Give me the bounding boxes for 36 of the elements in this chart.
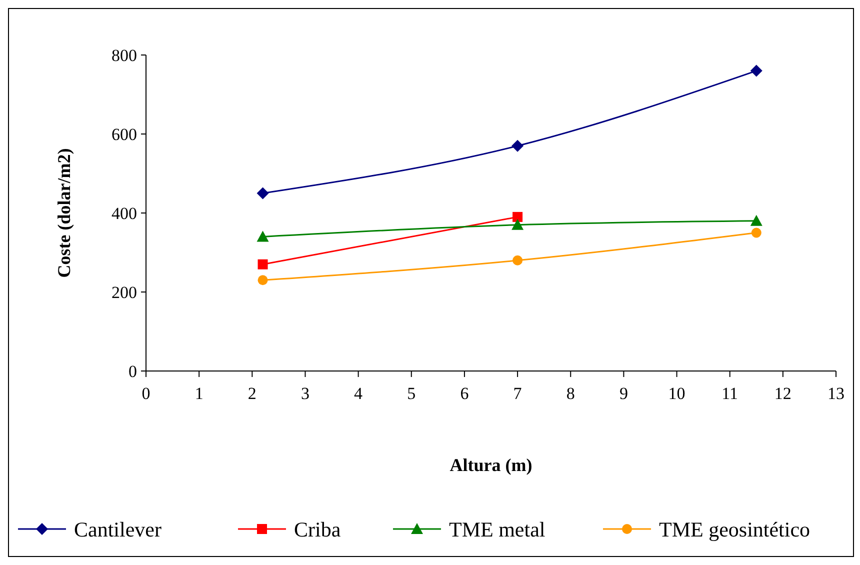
x-axis-title: Altura (m) — [450, 455, 532, 475]
legend-label: Criba — [294, 517, 342, 542]
x-tick-label: 6 — [460, 384, 469, 403]
x-tick-label: 7 — [513, 384, 522, 403]
legend-label: TME metal — [449, 517, 546, 542]
y-tick-label: 0 — [128, 362, 137, 381]
x-tick-label: 8 — [566, 384, 575, 403]
point — [256, 187, 269, 200]
point — [750, 64, 762, 77]
x-tick-label: 2 — [248, 384, 256, 403]
point — [512, 255, 523, 266]
x-tick-label: 12 — [774, 384, 792, 403]
legend-label: Cantilever — [74, 517, 162, 542]
y-tick-label: 200 — [112, 282, 137, 302]
x-tick-label: 10 — [668, 384, 686, 403]
point — [512, 218, 524, 230]
x-tick-label: 9 — [619, 384, 628, 403]
x-tick-label: 0 — [142, 384, 150, 403]
point — [258, 259, 268, 270]
point — [256, 230, 269, 242]
y-tick-label: 800 — [112, 46, 137, 65]
x-tick-label: 1 — [194, 384, 204, 403]
x-tick-label: 3 — [300, 384, 310, 403]
point — [750, 214, 762, 226]
x-tick-label: 11 — [722, 384, 738, 403]
x-tick-label: 5 — [407, 384, 416, 403]
point — [751, 228, 762, 238]
point — [512, 140, 524, 152]
point — [512, 212, 523, 222]
x-tick-label: 13 — [828, 384, 844, 403]
y-tick-label: 600 — [112, 124, 137, 144]
y-axis-title: Coste (dolar/m2) — [54, 148, 74, 278]
legend-label: TME geosintético — [659, 517, 810, 542]
y-tick-label: 400 — [112, 204, 137, 223]
point — [258, 275, 268, 286]
x-tick-label: 4 — [354, 384, 364, 403]
